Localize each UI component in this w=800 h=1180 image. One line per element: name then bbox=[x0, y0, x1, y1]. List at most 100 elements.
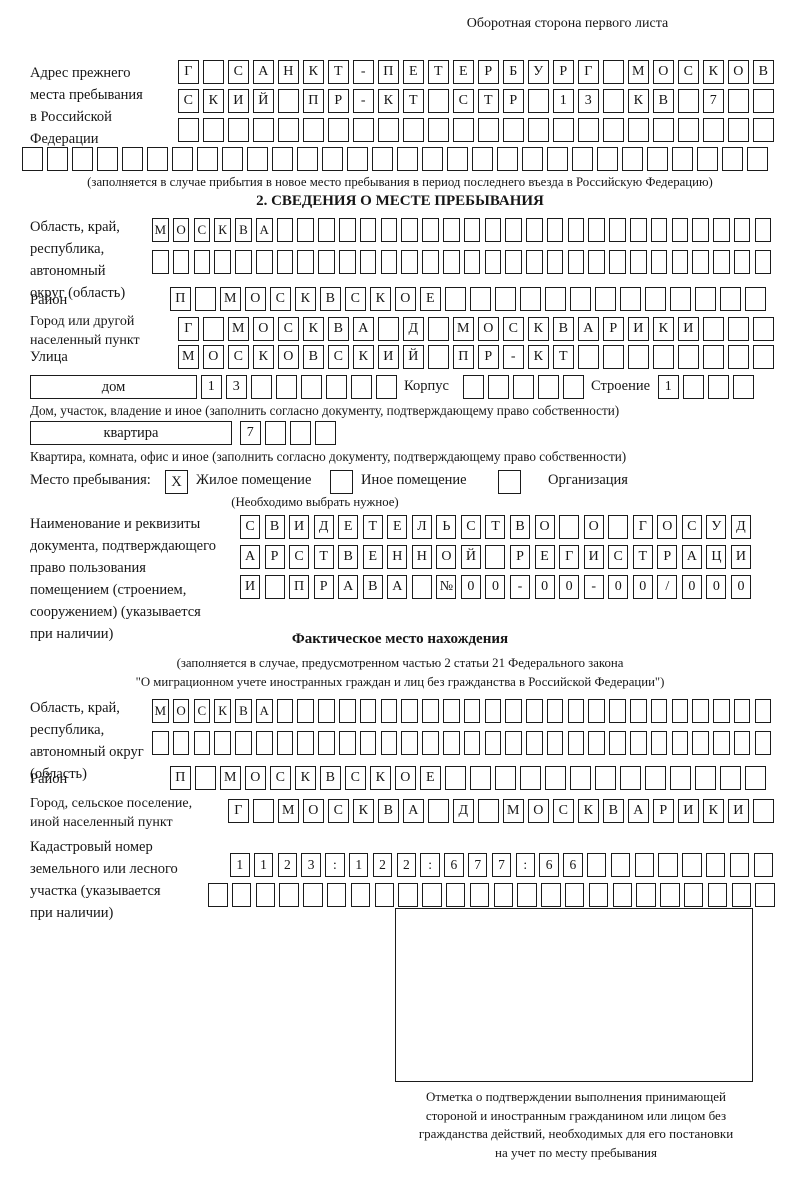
char-cell[interactable] bbox=[683, 375, 704, 399]
char-cell[interactable] bbox=[547, 147, 568, 171]
char-cell[interactable] bbox=[315, 421, 336, 445]
char-cell[interactable]: О bbox=[278, 345, 299, 369]
char-cell[interactable]: С bbox=[328, 345, 349, 369]
char-cell[interactable] bbox=[228, 118, 249, 142]
char-cell[interactable]: Д bbox=[730, 515, 751, 539]
char-cell[interactable] bbox=[478, 118, 499, 142]
char-cell[interactable]: / bbox=[657, 575, 678, 599]
char-cell[interactable] bbox=[235, 250, 252, 274]
char-cell[interactable] bbox=[147, 147, 168, 171]
char-cell[interactable] bbox=[214, 731, 231, 755]
char-cell[interactable]: У bbox=[528, 60, 549, 84]
char-cell[interactable]: К bbox=[214, 218, 231, 242]
char-cell[interactable]: О bbox=[436, 545, 457, 569]
char-cell[interactable]: И bbox=[289, 515, 310, 539]
char-cell[interactable] bbox=[692, 250, 709, 274]
char-cell[interactable] bbox=[428, 89, 449, 113]
char-cell[interactable]: К bbox=[528, 317, 549, 341]
char-cell[interactable]: 3 bbox=[578, 89, 599, 113]
char-cell[interactable] bbox=[264, 575, 285, 599]
char-cell[interactable] bbox=[678, 345, 699, 369]
char-cell[interactable] bbox=[733, 731, 751, 755]
char-cell[interactable] bbox=[588, 731, 605, 755]
char-cell[interactable]: Р bbox=[478, 60, 499, 84]
char-cell[interactable] bbox=[493, 883, 514, 907]
char-cell[interactable]: А bbox=[387, 575, 408, 599]
char-cell[interactable] bbox=[411, 575, 432, 599]
char-cell[interactable]: К bbox=[295, 766, 316, 790]
char-cell[interactable]: В bbox=[235, 218, 252, 242]
char-cell[interactable]: С bbox=[228, 60, 249, 84]
char-cell[interactable] bbox=[678, 118, 699, 142]
char-cell[interactable] bbox=[729, 853, 750, 877]
char-cell[interactable] bbox=[728, 118, 749, 142]
char-cell[interactable] bbox=[650, 699, 668, 723]
char-cell[interactable] bbox=[401, 218, 418, 242]
char-cell[interactable] bbox=[247, 147, 268, 171]
char-cell[interactable] bbox=[488, 375, 509, 399]
char-cell[interactable] bbox=[152, 731, 169, 755]
char-cell[interactable] bbox=[122, 147, 143, 171]
char-cell[interactable]: С bbox=[608, 545, 629, 569]
char-cell[interactable]: 1 bbox=[553, 89, 574, 113]
char-cell[interactable]: Д bbox=[453, 799, 474, 823]
char-cell[interactable]: К bbox=[303, 317, 324, 341]
char-cell[interactable] bbox=[463, 375, 484, 399]
char-cell[interactable] bbox=[522, 147, 543, 171]
char-cell[interactable] bbox=[695, 287, 716, 311]
char-cell[interactable]: В bbox=[235, 699, 252, 723]
char-cell[interactable]: С bbox=[328, 799, 349, 823]
char-cell[interactable]: К bbox=[578, 799, 599, 823]
char-cell[interactable] bbox=[695, 766, 716, 790]
char-cell[interactable]: В bbox=[303, 345, 324, 369]
char-cell[interactable] bbox=[754, 218, 772, 242]
char-cell[interactable] bbox=[713, 250, 730, 274]
char-cell[interactable] bbox=[505, 218, 522, 242]
char-cell[interactable] bbox=[463, 699, 481, 723]
char-cell[interactable] bbox=[359, 731, 377, 755]
char-cell[interactable]: К bbox=[378, 89, 399, 113]
char-cell[interactable]: М bbox=[453, 317, 474, 341]
char-cell[interactable]: А bbox=[578, 317, 599, 341]
char-cell[interactable] bbox=[265, 421, 286, 445]
char-cell[interactable] bbox=[572, 147, 593, 171]
char-cell[interactable] bbox=[326, 375, 347, 399]
char-cell[interactable] bbox=[755, 883, 775, 907]
char-cell[interactable] bbox=[720, 287, 741, 311]
char-cell[interactable]: В bbox=[653, 89, 674, 113]
char-cell[interactable] bbox=[653, 118, 674, 142]
char-cell[interactable] bbox=[692, 699, 709, 723]
char-cell[interactable]: А bbox=[628, 799, 649, 823]
char-cell[interactable]: 1 bbox=[230, 853, 250, 877]
char-cell[interactable]: Р bbox=[510, 545, 531, 569]
char-cell[interactable]: П bbox=[378, 60, 399, 84]
char-cell[interactable]: Й bbox=[460, 545, 481, 569]
char-cell[interactable] bbox=[297, 731, 315, 755]
char-cell[interactable] bbox=[428, 345, 449, 369]
char-cell[interactable] bbox=[707, 883, 728, 907]
char-cell[interactable]: Т bbox=[478, 89, 499, 113]
char-cell[interactable] bbox=[378, 118, 399, 142]
char-cell[interactable] bbox=[422, 218, 439, 242]
char-cell[interactable]: 6 bbox=[563, 853, 583, 877]
char-cell[interactable] bbox=[195, 287, 216, 311]
char-cell[interactable] bbox=[253, 799, 274, 823]
char-cell[interactable] bbox=[610, 853, 631, 877]
char-cell[interactable]: М bbox=[228, 317, 249, 341]
char-cell[interactable] bbox=[670, 287, 691, 311]
char-cell[interactable] bbox=[567, 250, 585, 274]
char-cell[interactable] bbox=[722, 147, 743, 171]
char-cell[interactable] bbox=[603, 345, 624, 369]
char-cell[interactable] bbox=[564, 883, 585, 907]
char-cell[interactable]: О bbox=[478, 317, 499, 341]
char-cell[interactable]: А bbox=[403, 799, 424, 823]
char-cell[interactable]: К bbox=[214, 699, 231, 723]
char-cell[interactable] bbox=[553, 118, 574, 142]
char-cell[interactable]: О bbox=[728, 60, 749, 84]
char-cell[interactable] bbox=[442, 250, 460, 274]
char-cell[interactable] bbox=[380, 699, 398, 723]
char-cell[interactable]: Г bbox=[559, 545, 580, 569]
char-cell[interactable] bbox=[203, 60, 224, 84]
char-cell[interactable]: С bbox=[681, 515, 702, 539]
char-cell[interactable] bbox=[603, 89, 624, 113]
